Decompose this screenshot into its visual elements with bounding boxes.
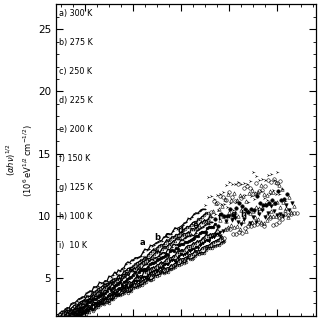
Y-axis label: $({\alpha}h\nu)^{1/2}$
$(10^6\,\mathrm{eV}^{1/2}\,\mathrm{cm}^{-1/2})$: $({\alpha}h\nu)^{1/2}$ $(10^6\,\mathrm{e… <box>4 124 35 196</box>
Text: a: a <box>140 238 145 247</box>
Text: b) 275 K: b) 275 K <box>59 38 92 47</box>
Text: i)  10 K: i) 10 K <box>59 241 87 250</box>
Text: e) 200 K: e) 200 K <box>59 125 92 134</box>
Text: f) 150 K: f) 150 K <box>59 154 90 163</box>
Text: c: c <box>164 231 169 240</box>
Text: g: g <box>231 210 237 219</box>
Text: d: d <box>178 226 184 235</box>
Text: h: h <box>241 210 247 219</box>
Text: c) 250 K: c) 250 K <box>59 67 92 76</box>
Text: g) 125 K: g) 125 K <box>59 183 92 192</box>
Text: e: e <box>193 221 198 230</box>
Text: d) 225 K: d) 225 K <box>59 96 92 105</box>
Text: i: i <box>257 208 260 217</box>
Text: h) 100 K: h) 100 K <box>59 212 92 221</box>
Text: f: f <box>218 213 221 222</box>
Text: a) 300 K: a) 300 K <box>59 9 92 18</box>
Text: b: b <box>154 233 160 242</box>
